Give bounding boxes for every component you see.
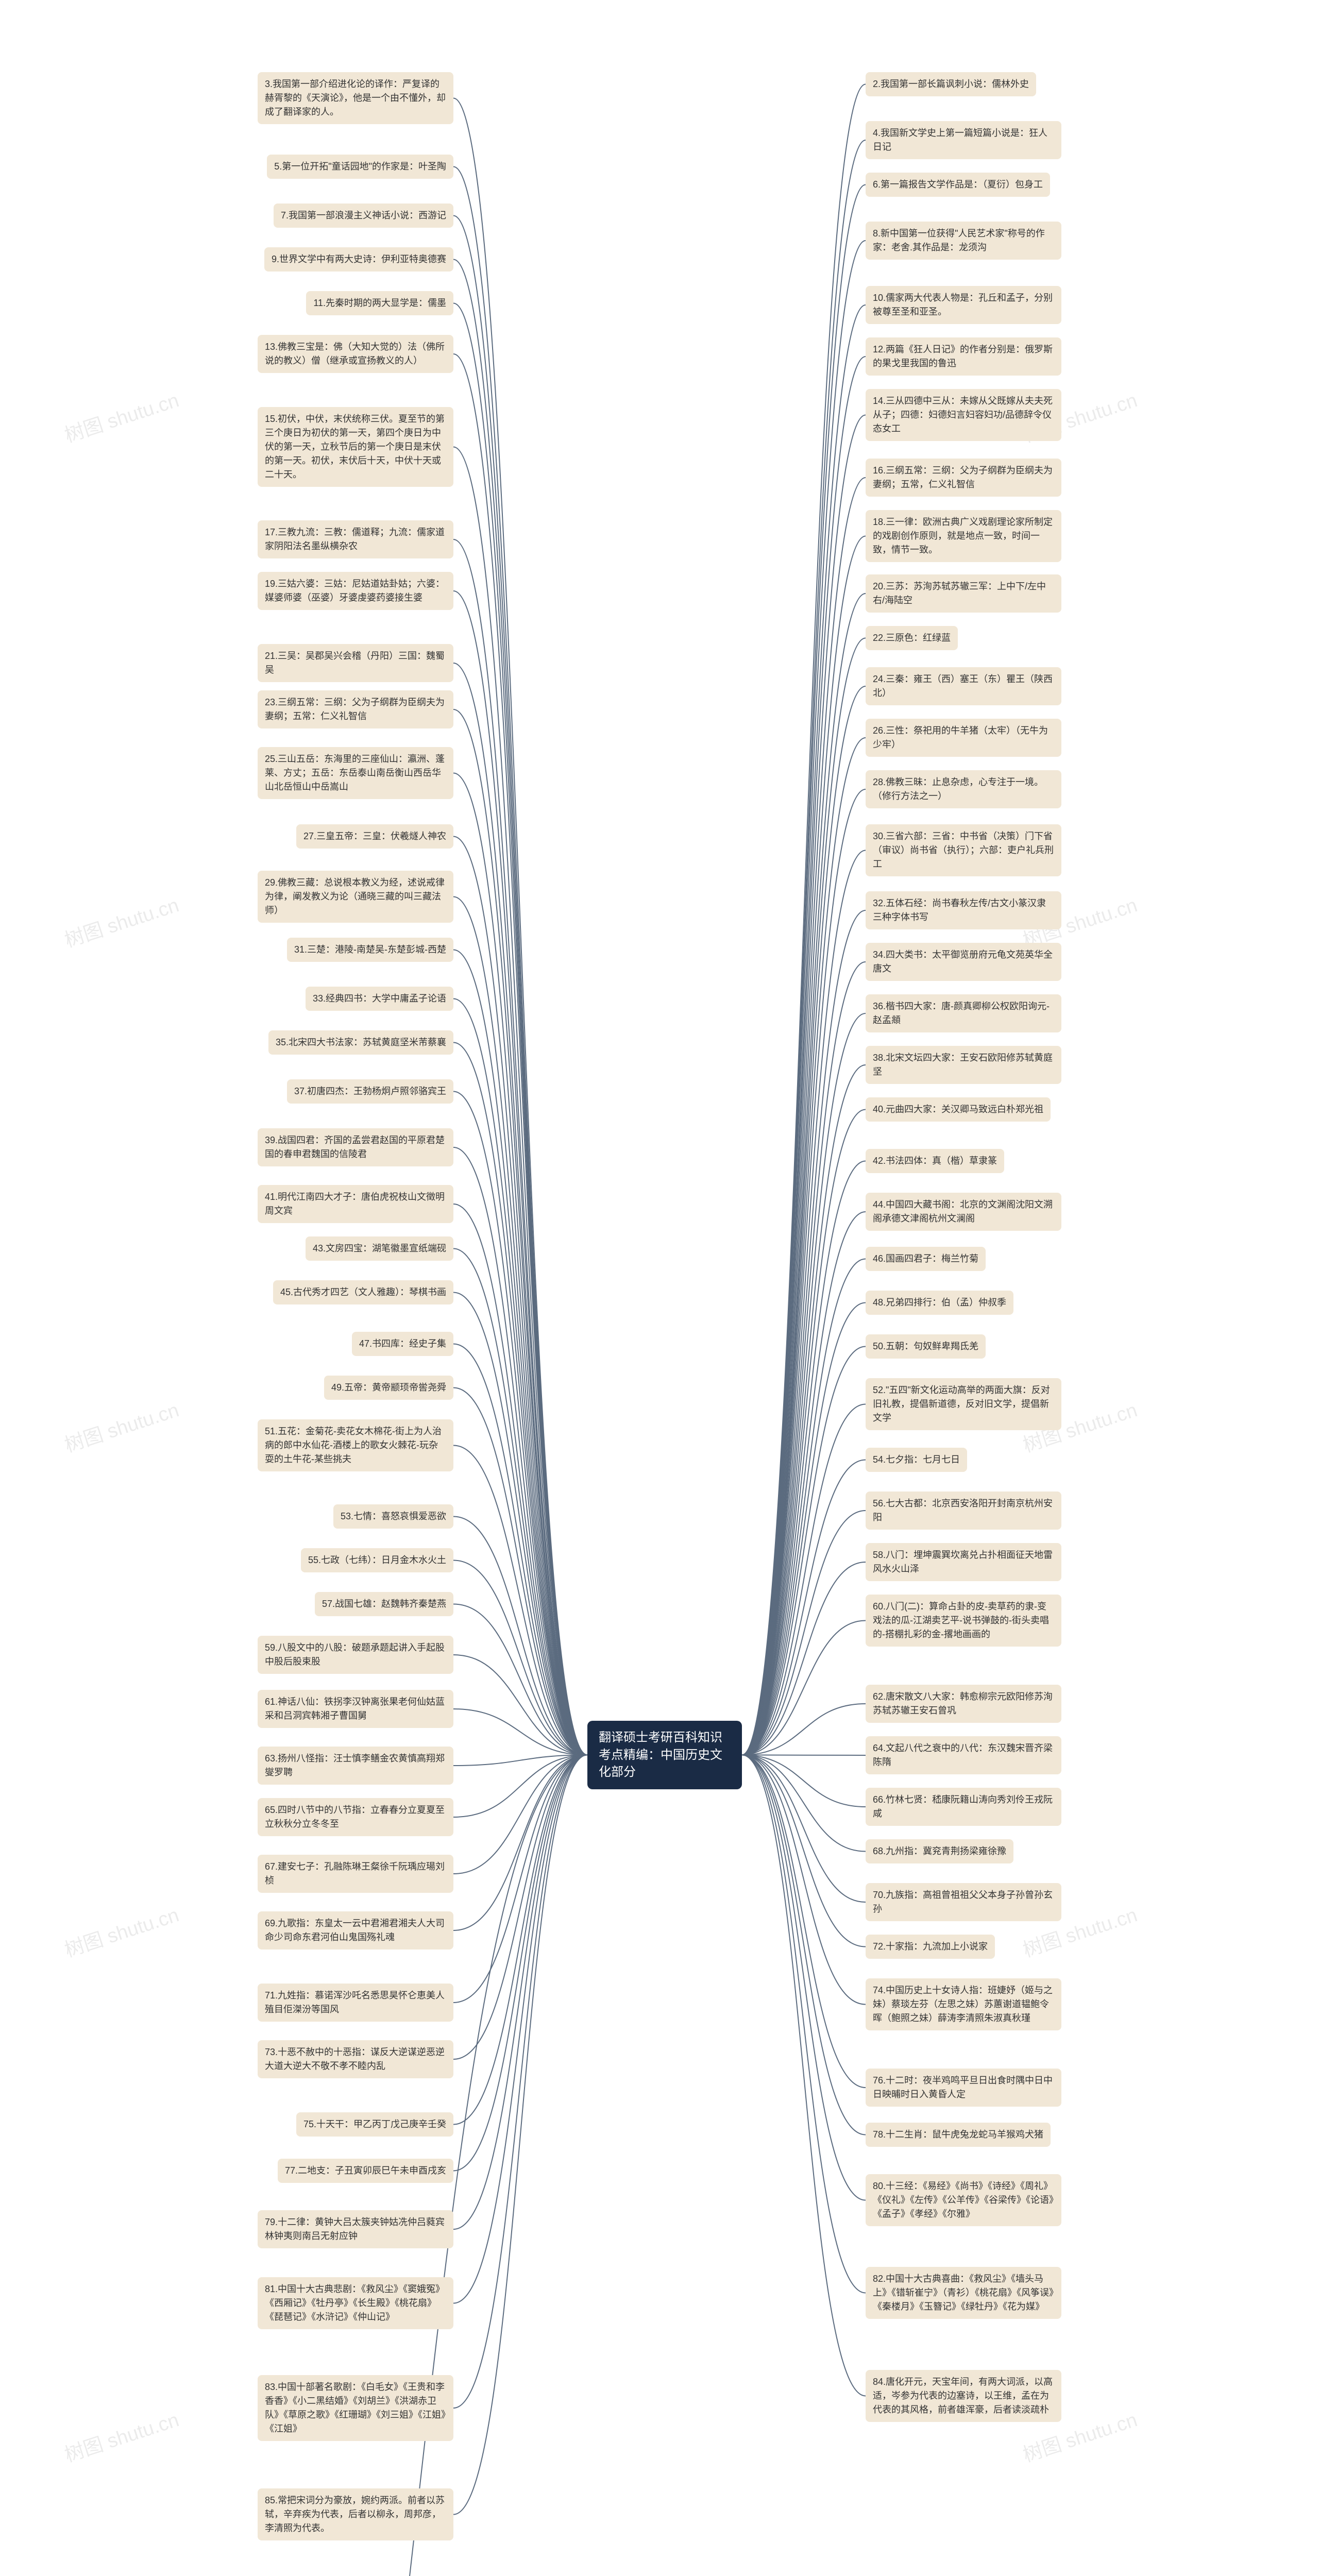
left-leaf: 5.第一位开拓"童话园地"的作家是：叶圣陶 <box>267 155 453 179</box>
left-leaf: 41.明代江南四大才子：唐伯虎祝枝山文徵明周文宾 <box>258 1185 453 1223</box>
left-leaf: 65.四时八节中的八节指：立春春分立夏夏至立秋秋分立冬冬至 <box>258 1798 453 1836</box>
left-leaf: 47.书四库：经史子集 <box>352 1332 453 1356</box>
left-leaf: 55.七政（七纬）：日月金木水火土 <box>301 1548 453 1572</box>
right-leaf: 54.七夕指：七月七日 <box>866 1448 967 1472</box>
right-leaf: 14.三从四德中三从：未嫁从父既嫁从夫夫死从子；四德：妇德妇言妇容妇功/品德辞令… <box>866 389 1061 441</box>
left-leaf: 17.三教九流：三教：儒道释；九流：儒家道家阴阳法名墨纵横杂农 <box>258 520 453 558</box>
left-leaf: 35.北宋四大书法家：苏轼黄庭坚米芾蔡襄 <box>268 1030 453 1055</box>
right-leaf: 50.五朝：句奴鲜卑羯氐羌 <box>866 1334 986 1359</box>
right-leaf: 70.九族指：高祖曾祖祖父父本身子孙曾孙玄孙 <box>866 1883 1061 1921</box>
left-leaf: 53.七情：喜怒哀惧爱恶欲 <box>333 1504 453 1529</box>
right-leaf: 48.兄弟四排行：伯（孟）仲叔季 <box>866 1291 1013 1315</box>
left-leaf: 69.九歌指：东皇太一云中君湘君湘夫人大司命少司命东君河伯山鬼国殇礼魂 <box>258 1911 453 1950</box>
left-leaf: 37.初唐四杰：王勃杨炯卢照邻骆宾王 <box>287 1079 453 1104</box>
right-leaf: 60.八门(二)：算命占卦的皮-卖草药的隶-变戏法的瓜-江湖卖艺平-说书弹鼓的-… <box>866 1595 1061 1647</box>
right-leaf: 80.十三经：《易经》《尚书》《诗经》《周礼》《仪礼》《左传》《公羊传》《谷梁传… <box>866 2174 1061 2226</box>
left-leaf: 83.中国十部著名歌剧：《白毛女》《王贵和李香香》《小二黑结婚》《刘胡兰》《洪湖… <box>258 2375 453 2441</box>
right-leaf: 46.国画四君子：梅兰竹菊 <box>866 1247 986 1271</box>
right-leaf: 24.三秦：雍王（西）塞王（东）瞿王（陕西北） <box>866 667 1061 705</box>
left-leaf: 39.战国四君：齐国的孟尝君赵国的平原君楚国的春申君魏国的信陵君 <box>258 1128 453 1166</box>
left-leaf: 27.三皇五帝：三皇：伏羲燧人神农 <box>296 824 453 849</box>
left-leaf: 9.世界文学中有两大史诗：伊利亚特奥德赛 <box>264 247 453 272</box>
right-leaf: 74.中国历史上十女诗人指：班婕妤（姬与之妹）蔡琰左芬（左思之妹）苏蕙谢道韫鲍令… <box>866 1978 1061 2030</box>
left-leaf: 79.十二律：黄钟大吕太簇夹钟姑冼仲吕蕤宾林钟夷则南吕无射应钟 <box>258 2210 453 2248</box>
left-leaf: 73.十恶不赦中的十恶指：谋反大逆谋逆恶逆大道大逆大不敬不孝不睦内乱 <box>258 2040 453 2078</box>
right-leaf: 62.唐宋散文八大家：韩愈柳宗元欧阳修苏洵苏轼苏辙王安石曾巩 <box>866 1685 1061 1723</box>
left-leaf: 21.三吴：吴郡吴兴会稽（丹阳）三国：魏蜀吴 <box>258 644 453 682</box>
right-leaf: 44.中国四大藏书阁：北京的文渊阁沈阳文溯阁承德文津阁杭州文澜阁 <box>866 1193 1061 1231</box>
right-leaf: 32.五体石经：尚书春秋左传/古文小篆汉隶三种字体书写 <box>866 891 1061 929</box>
left-leaf: 23.三纲五常：三纲：父为子纲群为臣纲夫为妻纲；五常：仁义礼智信 <box>258 690 453 728</box>
left-leaf: 15.初伏，中伏，末伏统称三伏。夏至节的第三个庚日为初伏的第一天，第四个庚日为中… <box>258 407 453 487</box>
right-leaf: 64.文起八代之衰中的八代：东汉魏宋晋齐梁陈隋 <box>866 1736 1061 1774</box>
left-leaf: 57.战国七雄：赵魏韩齐秦楚燕 <box>315 1592 453 1616</box>
right-leaf: 76.十二时：夜半鸡鸣平旦日出食时隅中日中日映晡时日入黄昏人定 <box>866 2069 1061 2107</box>
left-leaf: 51.五花：金菊花-卖花女木棉花-街上为人治病的郎中水仙花-酒楼上的歌女火棘花-… <box>258 1419 453 1471</box>
center-node: 翻译硕士考研百科知识考点精编：中国历史文化部分 <box>587 1721 742 1789</box>
right-leaf: 6.第一篇报告文学作品是：（夏衍）包身工 <box>866 173 1050 197</box>
right-leaf: 58.八门：埋坤震巽坎离兑占扑相面征天地雷风水火山泽 <box>866 1543 1061 1581</box>
right-leaf: 34.四大类书：太平御览册府元龟文苑英华全唐文 <box>866 943 1061 981</box>
right-leaf: 36.楷书四大家：唐-颜真卿柳公权欧阳询元-赵孟頫 <box>866 994 1061 1032</box>
left-leaf: 29.佛教三藏：总说根本教义为经，述说戒律为律，阐发教义为论（通晓三藏的叫三藏法… <box>258 871 453 923</box>
right-leaf: 52."五四"新文化运动高举的两面大旗：反对旧礼教，提倡新道德，反对旧文学，提倡… <box>866 1378 1061 1430</box>
left-leaf: 85.常把宋词分为豪放，婉约两派。前者以苏轼，辛弃疾为代表，后者以柳永，周邦彦，… <box>258 2488 453 2540</box>
left-leaf: 75.十天干：甲乙丙丁戊己庚辛壬癸 <box>296 2112 453 2137</box>
right-leaf: 56.七大古都：北京西安洛阳开封南京杭州安阳 <box>866 1492 1061 1530</box>
right-leaf: 16.三纲五常：三纲：父为子纲群为臣纲夫为妻纲；五常，仁义礼智信 <box>866 459 1061 497</box>
left-leaf: 59.八股文中的八股：破题承题起讲入手起股中股后股束股 <box>258 1636 453 1674</box>
left-leaf: 61.神话八仙：铁拐李汉钟离张果老何仙姑蓝采和吕洞宾韩湘子曹国舅 <box>258 1690 453 1728</box>
left-leaf: 81.中国十大古典悲剧：《救风尘》《窦娥冤》《西厢记》《牡丹亭》《长生殿》《桃花… <box>258 2277 453 2329</box>
left-leaf: 3.我国第一部介绍进化论的译作：严复译的赫胥黎的《天演论》，他是一个由不懂外，却… <box>258 72 453 124</box>
right-leaf: 72.十家指：九流加上小说家 <box>866 1935 995 1959</box>
right-leaf: 20.三苏：苏洵苏轼苏辙三军：上中下/左中右/海陆空 <box>866 574 1061 613</box>
left-leaf: 11.先秦时期的两大显学是：儒墨 <box>306 291 453 315</box>
left-leaf: 31.三楚：港陵-南楚吴-东楚彭城-西楚 <box>287 938 453 962</box>
left-leaf: 71.九姓指：慕诺浑沙吒名悉思昊怀仑恵美人殖目佢滐汾等国风 <box>258 1984 453 2022</box>
right-leaf: 26.三性：祭祀用的牛羊猪（太牢）（无牛为少牢） <box>866 719 1061 757</box>
left-leaf: 33.经典四书：大学中庸孟子论语 <box>306 987 453 1011</box>
right-leaf: 8.新中国第一位获得"人民艺术家"称号的作家：老舍.其作品是：龙须沟 <box>866 222 1061 260</box>
left-leaf: 63.扬州八怪指：汪士慎李鳝金农黄慎高翔郑燮罗聘 <box>258 1747 453 1785</box>
left-leaf: 19.三姑六婆：三姑：尼姑道姑卦姑；六婆：媒婆师婆（巫婆）牙婆虔婆药婆接生婆 <box>258 572 453 610</box>
left-leaf: 77.二地支：子丑寅卯辰巳午未申酉戌亥 <box>278 2159 453 2183</box>
left-leaf: 13.佛教三宝是：佛（大知大觉的）法（佛所说的教义）僧（继承或宣扬教义的人） <box>258 335 453 373</box>
right-leaf: 2.我国第一部长篇讽刺小说：儒林外史 <box>866 72 1036 96</box>
right-leaf: 38.北宋文坛四大家：王安石欧阳修苏轼黄庭坚 <box>866 1046 1061 1084</box>
left-leaf: 49.五帝：黄帝颛顼帝喾尧舜 <box>324 1376 453 1400</box>
right-leaf: 78.十二生肖：鼠牛虎兔龙蛇马羊猴鸡犬猪 <box>866 2123 1051 2147</box>
right-leaf: 82.中国十大古典喜曲：《救风尘》《墙头马上》《错斩崔宁》（青衫）《桃花扇》《风… <box>866 2267 1061 2319</box>
left-leaf: 45.古代秀才四艺（文人雅趣）：琴棋书画 <box>273 1280 453 1304</box>
right-leaf: 4.我国新文学史上第一篇短篇小说是：狂人日记 <box>866 121 1061 159</box>
right-leaf: 40.元曲四大家：关汉卿马致远白朴郑光祖 <box>866 1097 1051 1122</box>
left-leaf: 67.建安七子：孔融陈琳王粲徐千阮瑀应瑒刘桢 <box>258 1855 453 1893</box>
left-leaf: 25.三山五岳：东海里的三座仙山：瀛洲、蓬莱、方丈；五岳：东岳泰山南岳衡山西岳华… <box>258 747 453 799</box>
right-leaf: 30.三省六部：三省：中书省（决策）门下省（审议）尚书省（执行）；六部：吏户礼兵… <box>866 824 1061 876</box>
right-leaf: 10.儒家两大代表人物是：孔丘和孟子，分别被尊至圣和亚圣。 <box>866 286 1061 324</box>
right-leaf: 18.三一律：欧洲古典广义戏剧理论家所制定的戏剧创作原则，就是地点一致，时间一致… <box>866 510 1061 562</box>
left-leaf: 43.文房四宝：湖笔徽墨宣纸端砚 <box>306 1236 453 1261</box>
right-leaf: 12.两篇《狂人日记》的作者分别是：俄罗斯的果戈里我国的鲁迅 <box>866 337 1061 376</box>
right-leaf: 68.九州指：冀兖青荆扬梁雍徐豫 <box>866 1839 1013 1863</box>
right-leaf: 28.佛教三昧：止息杂虑，心专注于一境。（修行方法之一） <box>866 770 1061 808</box>
left-leaf: 7.我国第一部浪漫主义神话小说：西游记 <box>274 204 453 228</box>
right-leaf: 84.唐化开元，天宝年间，有两大词派，以高适，岑参为代表的边塞诗，以王维，孟在为… <box>866 2370 1061 2422</box>
right-leaf: 42.书法四体：真（楷）草隶篆 <box>866 1149 1004 1173</box>
right-leaf: 22.三原色：红绿蓝 <box>866 626 958 650</box>
right-leaf: 66.竹林七贤：嵇康阮籍山涛向秀刘伶王戎阮咸 <box>866 1788 1061 1826</box>
